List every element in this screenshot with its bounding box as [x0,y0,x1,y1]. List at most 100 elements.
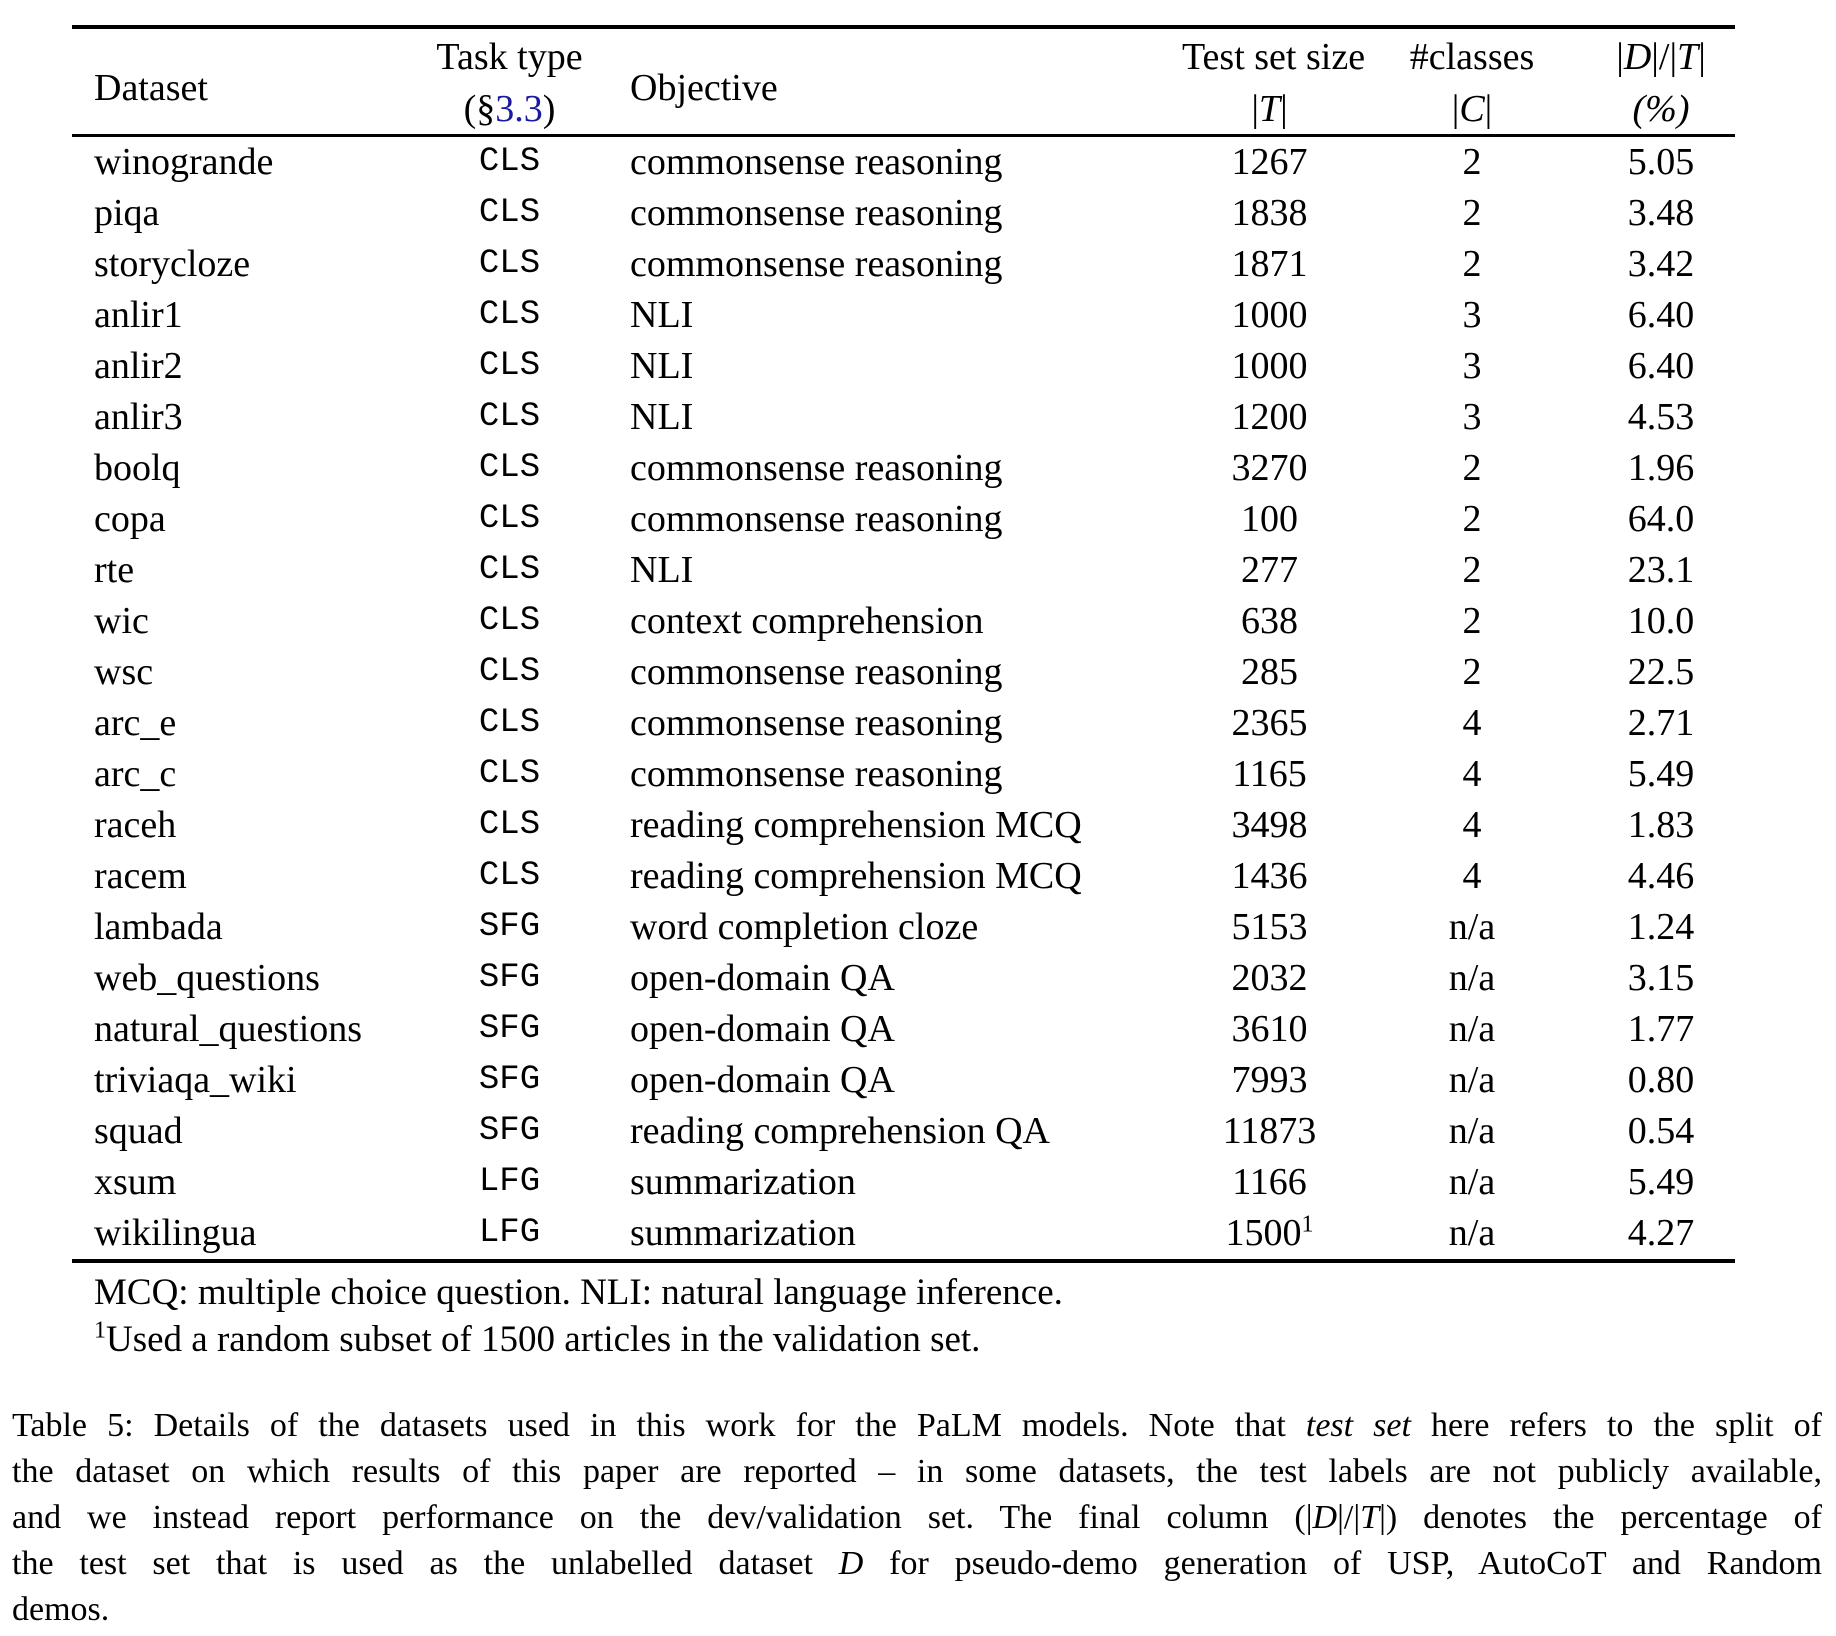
paren-open: (§ [463,88,496,130]
footnote-marker: 1 [94,1317,106,1344]
ratio-cell: 1.83 [1627,804,1695,846]
datasets-table: Dataset Task type Objective Test set siz… [72,25,1735,1263]
caption-line: the test set that is used as the unlabel… [12,1545,1822,1582]
test-set-size-cell: 1871 [1231,243,1308,285]
objective-cell: reading comprehension MCQ [630,804,1082,846]
table-footnotes: MCQ: multiple choice question. NLI: natu… [94,1269,1836,1363]
table-body: winogrande CLS commonsense reasoning 126… [72,136,1735,1262]
script-t-symbol: T [1677,35,1699,78]
classes-cell: n/a [1448,1008,1496,1050]
section-link[interactable]: 3.3 [495,88,543,130]
table-row: boolq CLS commonsense reasoning 3270 2 1… [72,443,1735,494]
classes-cell: 3 [1462,396,1482,438]
dataset-cell: boolq [94,447,181,489]
italic-test-set: test set [1305,1407,1411,1444]
math-bar: | [1484,88,1493,130]
objective-cell: commonsense reasoning [630,243,1003,285]
ratio-cell: 5.49 [1627,1161,1695,1203]
task-type-cell: LFG [478,1214,541,1252]
table-caption: Table 5: Details of the datasets used in… [12,1403,1822,1633]
ratio-cell: 4.27 [1627,1212,1695,1254]
ratio-cell: 1.24 [1627,906,1695,948]
test-set-size-cell: 1838 [1231,192,1308,234]
task-type-cell: SFG [478,1061,541,1099]
table-row: anlir2 CLS NLI 1000 3 6.40 [72,341,1735,392]
table-row: wic CLS context comprehension 638 2 10.0 [72,596,1735,647]
ratio-cell: 6.40 [1627,294,1695,336]
table-row: copa CLS commonsense reasoning 100 2 64.… [72,494,1735,545]
math-slash: / [1658,35,1670,78]
math-bar: | [1280,88,1288,130]
ratio-cell: 3.42 [1627,243,1695,285]
test-set-size-cell: 1166 [1232,1161,1307,1203]
classes-cell: n/a [1448,957,1496,999]
task-type-cell: CLS [478,704,541,742]
task-type-cell: SFG [478,908,541,946]
ratio-cell: 10.0 [1627,600,1695,642]
test-set-size-cell: 1200 [1231,396,1308,438]
dataset-cell: arc_c [94,753,177,795]
ratio-cell: 2.71 [1627,702,1695,744]
objective-cell: NLI [630,294,694,336]
objective-cell: reading comprehension QA [630,1110,1050,1152]
task-type-cell: CLS [478,143,541,181]
test-set-size-cell: 3498 [1231,804,1308,846]
table-row: racem CLS reading comprehension MCQ 1436… [72,851,1735,902]
table-row: winogrande CLS commonsense reasoning 126… [72,136,1735,189]
script-t-symbol: T [1258,88,1281,130]
task-type-cell: CLS [478,857,541,895]
task-type-cell: CLS [478,755,541,793]
table-row: arc_c CLS commonsense reasoning 1165 4 5… [72,749,1735,800]
dataset-cell: rte [94,549,135,591]
task-type-cell: CLS [478,449,541,487]
test-set-size-cell: 638 [1241,600,1298,642]
task-type-cell: CLS [478,806,541,844]
percent-unit-label: (%) [1632,88,1690,130]
dataset-cell: storycloze [94,243,251,285]
classes-cell: 2 [1462,498,1482,540]
table-row: triviaqa_wiki SFG open-domain QA 7993 n/… [72,1055,1735,1106]
table-row: anlir3 CLS NLI 1200 3 4.53 [72,392,1735,443]
objective-cell: NLI [630,396,694,438]
script-d-symbol: D [838,1545,864,1582]
test-set-size-cell: 2365 [1231,702,1308,744]
ratio-cell: 4.53 [1627,396,1695,438]
classes-cell: 2 [1462,447,1482,489]
objective-cell: commonsense reasoning [630,447,1003,489]
col-header-dataset: Dataset [94,66,208,109]
task-type-cell: CLS [478,500,541,538]
classes-cell: 2 [1462,651,1482,693]
section-reference: (§3.3) [417,84,602,136]
ratio-cell: 3.48 [1627,192,1695,234]
objective-cell: summarization [630,1161,856,1203]
test-set-size-cell: 5153 [1231,906,1308,948]
objective-cell: word completion cloze [630,906,979,948]
dataset-cell: triviaqa_wiki [94,1059,297,1101]
task-type-cell: SFG [478,1010,541,1048]
ratio-cell: 0.80 [1627,1059,1695,1101]
table-row: rte CLS NLI 277 2 23.1 [72,545,1735,596]
task-type-cell: CLS [478,653,541,691]
classes-cell: 4 [1462,804,1482,846]
footnote-abbreviations: MCQ: multiple choice question. NLI: natu… [94,1272,1063,1313]
task-type-cell: CLS [478,296,541,334]
script-d-symbol: D [1312,1499,1338,1536]
task-type-cell: CLS [478,398,541,436]
objective-cell: open-domain QA [630,957,895,999]
dataset-cell: xsum [94,1161,177,1203]
caption-line: demos. [12,1591,110,1628]
objective-cell: open-domain QA [630,1008,895,1050]
footnote-subset: 1Used a random subset of 1500 articles i… [94,1316,1836,1363]
table-row: lambada SFG word completion cloze 5153 n… [72,902,1735,953]
test-set-size-cell: 3270 [1231,447,1308,489]
objective-cell: context comprehension [630,600,984,642]
classes-cell: 3 [1462,294,1482,336]
table-row: raceh CLS reading comprehension MCQ 3498… [72,800,1735,851]
objective-cell: NLI [630,549,694,591]
paren-close: ) [542,88,556,130]
math-bar: | [1669,35,1678,78]
classes-cell: 2 [1462,549,1482,591]
objective-cell: open-domain QA [630,1059,895,1101]
math-bar: | [1251,88,1259,130]
